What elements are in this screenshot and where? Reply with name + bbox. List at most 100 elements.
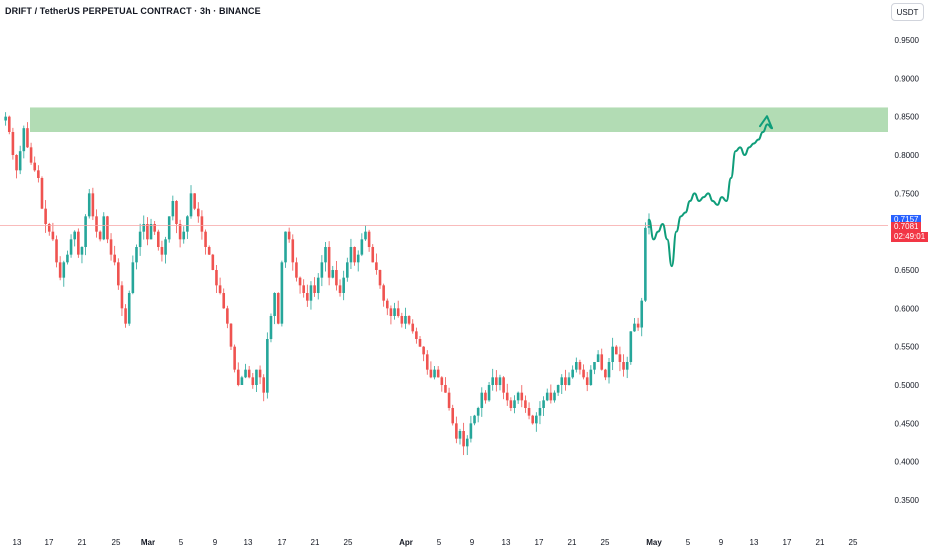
candle-body (440, 377, 444, 385)
candle-body (633, 323, 636, 332)
candle (44, 200, 47, 233)
candle-body (327, 247, 331, 278)
candle (393, 302, 396, 320)
candle (149, 218, 153, 240)
candle (211, 253, 215, 271)
candle-body (135, 247, 138, 263)
candle-body (346, 262, 349, 278)
candle-body (371, 247, 375, 263)
time-tick-label: 5 (686, 538, 691, 547)
candle (371, 244, 375, 263)
candle-body (564, 377, 567, 385)
candle (600, 348, 604, 371)
candle-body (556, 385, 560, 393)
candle (280, 260, 284, 327)
candle-body (11, 132, 15, 155)
time-tick-label: 17 (278, 538, 287, 547)
candle (193, 193, 196, 211)
candle (480, 387, 484, 417)
candle-body (313, 285, 316, 293)
candle (389, 305, 393, 325)
candle-body (393, 308, 396, 316)
time-tick-label: 21 (78, 538, 87, 547)
candle-body (200, 216, 204, 232)
candle-body (211, 254, 215, 270)
candle-body (604, 369, 607, 378)
candle (178, 219, 182, 248)
candle (73, 230, 76, 247)
time-tick-label: Mar (141, 538, 155, 547)
candle-body (545, 392, 549, 401)
candle-body (189, 193, 193, 217)
candle-body (178, 224, 182, 240)
candle-body (302, 285, 305, 293)
candle (77, 228, 80, 258)
candle (229, 323, 233, 350)
candle-body (535, 415, 538, 424)
candle (175, 200, 178, 234)
candle-body (18, 151, 22, 171)
candle (396, 300, 400, 318)
candle-body (618, 354, 622, 362)
candle-body (476, 408, 480, 416)
candle (142, 215, 146, 240)
candle (313, 277, 316, 297)
time-tick-label: 17 (45, 538, 54, 547)
candle (316, 273, 320, 300)
candle-body (146, 224, 149, 240)
candle (524, 395, 527, 413)
candle-body (480, 392, 484, 408)
candle (295, 257, 298, 282)
candle (407, 315, 411, 326)
candle (545, 388, 549, 402)
candle (135, 244, 138, 270)
candle (509, 397, 513, 412)
candle (258, 365, 262, 385)
candle (349, 238, 353, 269)
time-tick-label: May (646, 538, 662, 547)
candle-body (593, 362, 596, 370)
candle (120, 281, 124, 317)
time-tick-label: 25 (112, 538, 121, 547)
candle-body (77, 231, 80, 255)
candle (356, 250, 360, 272)
candle (189, 185, 193, 219)
candle-body (520, 392, 524, 401)
candle-body (262, 377, 266, 393)
candle-body (73, 231, 76, 240)
candle (84, 214, 87, 256)
candle (131, 255, 135, 295)
candle (113, 245, 116, 266)
resistance-zone-layer (30, 107, 888, 132)
candle (614, 345, 618, 355)
candle (422, 346, 425, 362)
candle-body (404, 316, 407, 324)
candle-body (84, 216, 87, 247)
candle (236, 362, 240, 387)
candle-body (131, 262, 135, 293)
candle-body (542, 400, 545, 408)
time-tick-label: 25 (601, 538, 610, 547)
candle (607, 358, 611, 384)
candle (40, 176, 44, 210)
candle (15, 154, 18, 179)
currency-button[interactable]: USDT (891, 3, 924, 21)
price-tick-label: 0.5000 (895, 381, 920, 390)
candle-body (367, 231, 371, 247)
candle-body (375, 262, 378, 270)
candle (58, 256, 62, 281)
candle-body (611, 346, 614, 362)
time-tick-label: 5 (437, 538, 442, 547)
candle (462, 422, 465, 456)
candle (200, 210, 204, 240)
candle (491, 368, 495, 391)
candle-body (360, 239, 364, 255)
candle (498, 374, 502, 391)
candle (531, 414, 534, 425)
resistance-zone (30, 107, 888, 132)
candle-body (236, 369, 240, 385)
candle-body (385, 300, 389, 309)
candle (298, 276, 302, 294)
candle (302, 279, 305, 298)
